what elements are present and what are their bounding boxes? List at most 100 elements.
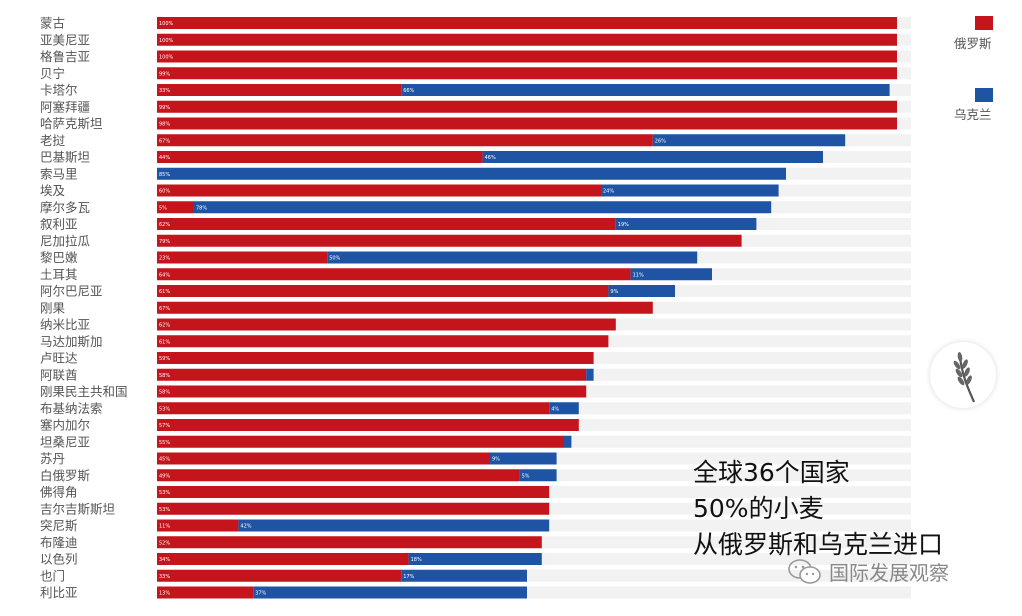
country-label: 索马里 [40, 166, 78, 181]
data-label-ukraine: 66% [403, 88, 414, 94]
legend-label-ukraine: 乌克兰 [954, 107, 992, 122]
data-label-russia: 62% [159, 323, 170, 329]
data-label-ukraine: 19% [618, 222, 629, 228]
country-label: 布隆迪 [40, 535, 78, 550]
country-label: 土耳其 [40, 267, 78, 282]
country-label: 刚果 [40, 300, 66, 315]
country-label: 黎巴嫩 [40, 250, 78, 265]
data-label-russia: 55% [159, 440, 170, 446]
country-label: 卢旺达 [40, 351, 78, 366]
data-label-russia: 79% [159, 239, 170, 245]
bar-russia [157, 318, 616, 331]
country-label: 蒙古 [40, 16, 65, 31]
data-label-ukraine: 42% [240, 524, 251, 530]
bar-ukraine [157, 167, 786, 180]
bar-russia [157, 151, 483, 163]
wheat-icon [953, 352, 976, 403]
country-label: 坦桑尼亚 [40, 434, 90, 449]
wechat-icon [788, 558, 821, 584]
country-label: 马达加斯加 [40, 334, 103, 349]
country-label: 也门 [40, 568, 65, 583]
data-label-ukraine: 50% [329, 256, 340, 262]
watermark-text: 国际发展观察 [829, 561, 949, 585]
data-label-russia: 13% [159, 591, 170, 597]
country-label: 白俄罗斯 [40, 468, 90, 483]
bar-ukraine [238, 519, 550, 532]
country-label: 吉尔吉斯斯坦 [40, 501, 115, 516]
bar-russia [157, 486, 550, 498]
data-label-ukraine: 24% [603, 189, 614, 195]
wheat-icon-badge [930, 342, 996, 408]
bar-russia [157, 234, 742, 247]
bar-russia [157, 569, 402, 582]
bar-russia [157, 17, 897, 29]
bar-russia [157, 469, 520, 482]
bar-ukraine [549, 402, 579, 415]
country-label: 纳米比亚 [40, 317, 90, 332]
data-label-russia: 100% [159, 55, 174, 61]
country-label: 阿联酋 [40, 367, 78, 382]
bar-russia [157, 201, 194, 214]
bar-russia [157, 84, 402, 96]
country-label: 苏丹 [40, 451, 65, 466]
bar-russia [157, 268, 631, 281]
bar-ukraine [586, 368, 594, 381]
data-label-russia: 44% [159, 155, 170, 161]
data-label-russia: 59% [159, 356, 170, 362]
data-label-russia: 53% [159, 507, 170, 513]
data-label-russia: 52% [159, 540, 170, 546]
country-label: 格鲁吉亚 [40, 49, 90, 64]
data-label-russia: 33% [159, 88, 170, 94]
headline-line-3: 从俄罗斯和乌克兰进口 [693, 530, 944, 559]
country-label: 埃及 [40, 183, 66, 198]
country-label: 突尼斯 [40, 518, 78, 533]
data-label-russia: 61% [159, 289, 170, 295]
bar-russia [157, 301, 653, 314]
bar-russia [157, 100, 897, 113]
country-label: 以色列 [40, 552, 78, 567]
bar-russia [157, 335, 609, 348]
bar-ukraine [482, 151, 823, 163]
country-label: 老挝 [40, 133, 66, 148]
data-label-russia: 100% [159, 38, 174, 44]
bar-russia [157, 184, 601, 197]
bar-russia [157, 50, 897, 63]
data-label-russia: 58% [159, 390, 170, 396]
country-label: 塞内加尔 [40, 418, 90, 433]
data-label-ukraine: 37% [255, 591, 266, 597]
data-label-ukraine: 4% [551, 406, 559, 412]
bar-russia [157, 452, 490, 465]
data-label-russia: 98% [159, 122, 170, 128]
data-label-russia: 60% [159, 189, 170, 195]
bar-ukraine [490, 452, 557, 465]
bar-russia [157, 134, 653, 147]
bar-russia [157, 435, 564, 448]
bar-ukraine [608, 285, 675, 297]
country-label: 利比亚 [40, 585, 78, 600]
chart-rows: 蒙古 100% 亚美尼亚 100% 格鲁吉亚 100% 贝宁 99% 卡塔尔 33% 66% 阿塞拜疆… [40, 16, 911, 600]
data-label-russia: 23% [159, 256, 170, 262]
country-label: 佛得角 [40, 485, 78, 500]
bar-ukraine [564, 435, 572, 448]
country-label: 布基纳法索 [40, 401, 103, 416]
country-label: 亚美尼亚 [40, 32, 90, 47]
data-label-ukraine: 18% [411, 557, 422, 563]
data-label-russia: 53% [159, 490, 170, 496]
bar-russia [157, 536, 542, 549]
bar-russia [157, 586, 254, 599]
country-label: 阿尔巴尼亚 [40, 284, 103, 299]
data-label-russia: 34% [159, 557, 170, 563]
data-label-russia: 99% [159, 71, 170, 77]
data-label-ukraine: 46% [485, 155, 496, 161]
country-label: 摩尔多瓦 [40, 200, 90, 215]
country-label: 巴基斯坦 [40, 150, 90, 165]
bar-ukraine [519, 469, 557, 482]
data-label-russia: 61% [159, 339, 170, 345]
bar-ukraine [630, 268, 712, 281]
data-label-ukraine: 11% [633, 272, 644, 278]
country-label: 阿塞拜疆 [40, 99, 90, 114]
data-label-russia: 5% [159, 205, 167, 211]
bar-russia [157, 285, 609, 297]
bar-russia [157, 218, 616, 230]
